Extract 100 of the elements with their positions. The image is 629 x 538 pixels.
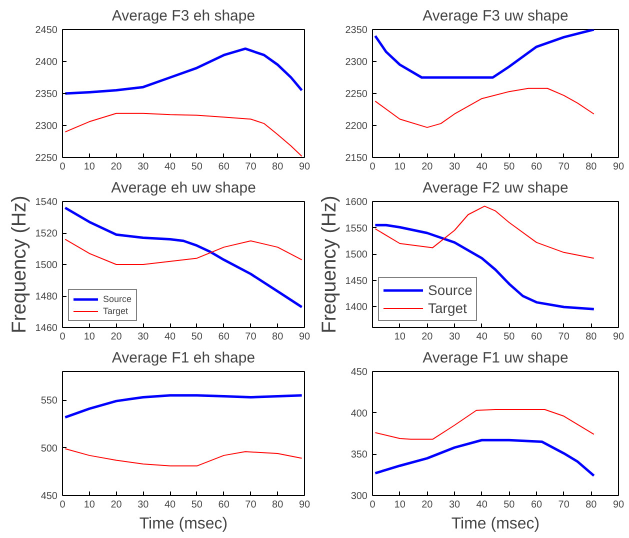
y-tick-label: 1450 bbox=[345, 276, 368, 287]
x-tick-label: 40 bbox=[476, 500, 488, 510]
x-tick-label: 60 bbox=[218, 332, 230, 342]
chart-title: Average F1 uw shape bbox=[422, 350, 568, 366]
x-tick-label: 0 bbox=[60, 162, 66, 172]
x-tick-label: 80 bbox=[586, 500, 598, 510]
x-tick-label: 70 bbox=[245, 500, 257, 510]
x-tick-label: 20 bbox=[110, 332, 122, 342]
y-tick-label: 2350 bbox=[35, 89, 58, 100]
legend-label: Target bbox=[428, 300, 467, 316]
x-tick-label: 20 bbox=[110, 162, 122, 172]
x-tick-label: 0 bbox=[60, 500, 66, 510]
y-tick-label: 450 bbox=[40, 491, 58, 502]
y-tick-label: 1550 bbox=[345, 223, 368, 234]
y-axis-title: Frequency (Hz) bbox=[8, 196, 30, 334]
y-tick-label: 350 bbox=[350, 450, 368, 461]
y-tick-label: 1400 bbox=[345, 302, 368, 313]
y-tick-label: 1520 bbox=[35, 228, 58, 240]
legend-label: Target bbox=[103, 306, 128, 316]
y-tick-label: 2350 bbox=[345, 25, 368, 36]
x-tick-label: 90 bbox=[612, 500, 624, 510]
x-tick-label: 10 bbox=[84, 332, 96, 342]
x-tick-label: 50 bbox=[191, 162, 203, 172]
y-tick-label: 2400 bbox=[35, 57, 58, 68]
x-tick-label: 60 bbox=[218, 500, 230, 510]
x-tick-label: 50 bbox=[191, 500, 203, 510]
x-tick-label: 30 bbox=[138, 500, 150, 510]
x-tick-label: 0 bbox=[60, 332, 66, 342]
x-tick-label: 60 bbox=[530, 332, 542, 342]
y-tick-label: 1480 bbox=[35, 292, 58, 302]
y-tick-label: 2200 bbox=[345, 121, 368, 132]
y-tick-label: 300 bbox=[350, 491, 368, 502]
y-tick-label: 2450 bbox=[35, 25, 58, 36]
x-tick-label: 10 bbox=[84, 162, 96, 172]
legend-label: Source bbox=[428, 282, 472, 298]
x-tick-label: 30 bbox=[448, 162, 460, 172]
chart-title: Average F1 eh shape bbox=[112, 350, 256, 366]
x-tick-label: 90 bbox=[612, 162, 624, 172]
x-tick-label: 20 bbox=[110, 500, 122, 510]
x-tick-label: 90 bbox=[298, 332, 310, 342]
y-tick-label: 2250 bbox=[35, 153, 58, 164]
x-tick-label: 40 bbox=[164, 500, 176, 510]
x-tick-label: 40 bbox=[476, 162, 488, 172]
y-tick-label: 450 bbox=[350, 367, 368, 378]
legend-label: Source bbox=[103, 294, 132, 304]
y-tick-label: 2150 bbox=[345, 153, 368, 164]
x-tick-label: 50 bbox=[504, 500, 516, 510]
x-tick-label: 30 bbox=[448, 332, 460, 342]
x-tick-label: 90 bbox=[612, 332, 624, 342]
x-tick-label: 40 bbox=[476, 332, 488, 342]
x-tick-label: 40 bbox=[164, 162, 176, 172]
y-tick-label: 1500 bbox=[345, 250, 368, 260]
x-tick-label: 80 bbox=[272, 332, 284, 342]
x-tick-label: 70 bbox=[558, 500, 570, 510]
chart-title: Average F3 uw shape bbox=[422, 8, 568, 24]
x-tick-label: 80 bbox=[272, 162, 284, 172]
y-tick-label: 500 bbox=[40, 443, 58, 454]
x-tick-label: 10 bbox=[84, 500, 96, 510]
x-tick-label: 70 bbox=[245, 162, 257, 172]
x-tick-label: 20 bbox=[422, 332, 434, 342]
x-tick-label: 80 bbox=[272, 500, 284, 510]
y-tick-label: 2300 bbox=[345, 57, 368, 68]
x-tick-label: 60 bbox=[530, 500, 542, 510]
x-tick-label: 90 bbox=[298, 500, 310, 510]
x-tick-label: 0 bbox=[370, 162, 376, 172]
y-tick-label: 550 bbox=[40, 396, 58, 407]
x-tick-label: 10 bbox=[394, 332, 406, 342]
y-tick-label: 1460 bbox=[35, 323, 58, 334]
chart-title: Average F2 uw shape bbox=[422, 180, 568, 196]
x-tick-label: 60 bbox=[218, 162, 230, 172]
x-tick-label: 10 bbox=[394, 500, 406, 510]
x-tick-label: 10 bbox=[394, 162, 406, 172]
x-tick-label: 0 bbox=[370, 500, 376, 510]
y-tick-label: 400 bbox=[350, 408, 368, 420]
x-tick-label: 80 bbox=[586, 332, 598, 342]
x-tick-label: 80 bbox=[586, 162, 598, 172]
x-tick-label: 50 bbox=[504, 332, 516, 342]
y-axis-title: Frequency (Hz) bbox=[318, 196, 340, 334]
x-tick-label: 40 bbox=[164, 332, 176, 342]
x-tick-label: 50 bbox=[191, 332, 203, 342]
x-tick-label: 70 bbox=[245, 332, 257, 342]
x-axis-title: Time (msec) bbox=[139, 516, 228, 532]
x-tick-label: 50 bbox=[504, 162, 516, 172]
x-tick-label: 70 bbox=[558, 332, 570, 342]
x-tick-label: 30 bbox=[138, 332, 150, 342]
x-tick-label: 20 bbox=[422, 500, 434, 510]
x-tick-label: 20 bbox=[422, 162, 434, 172]
chart-title: Average F3 eh shape bbox=[112, 8, 256, 24]
y-tick-label: 2250 bbox=[345, 89, 368, 100]
x-tick-label: 60 bbox=[530, 162, 542, 172]
x-tick-label: 30 bbox=[138, 162, 150, 172]
y-tick-label: 1600 bbox=[345, 197, 368, 208]
x-tick-label: 70 bbox=[558, 162, 570, 172]
y-tick-label: 1500 bbox=[35, 260, 58, 271]
y-tick-label: 2300 bbox=[35, 121, 58, 132]
chart-title: Average eh uw shape bbox=[111, 180, 256, 196]
x-tick-label: 30 bbox=[448, 500, 460, 510]
x-axis-title: Time (msec) bbox=[451, 516, 540, 532]
y-tick-label: 1540 bbox=[35, 197, 58, 208]
x-tick-label: 90 bbox=[298, 162, 310, 172]
